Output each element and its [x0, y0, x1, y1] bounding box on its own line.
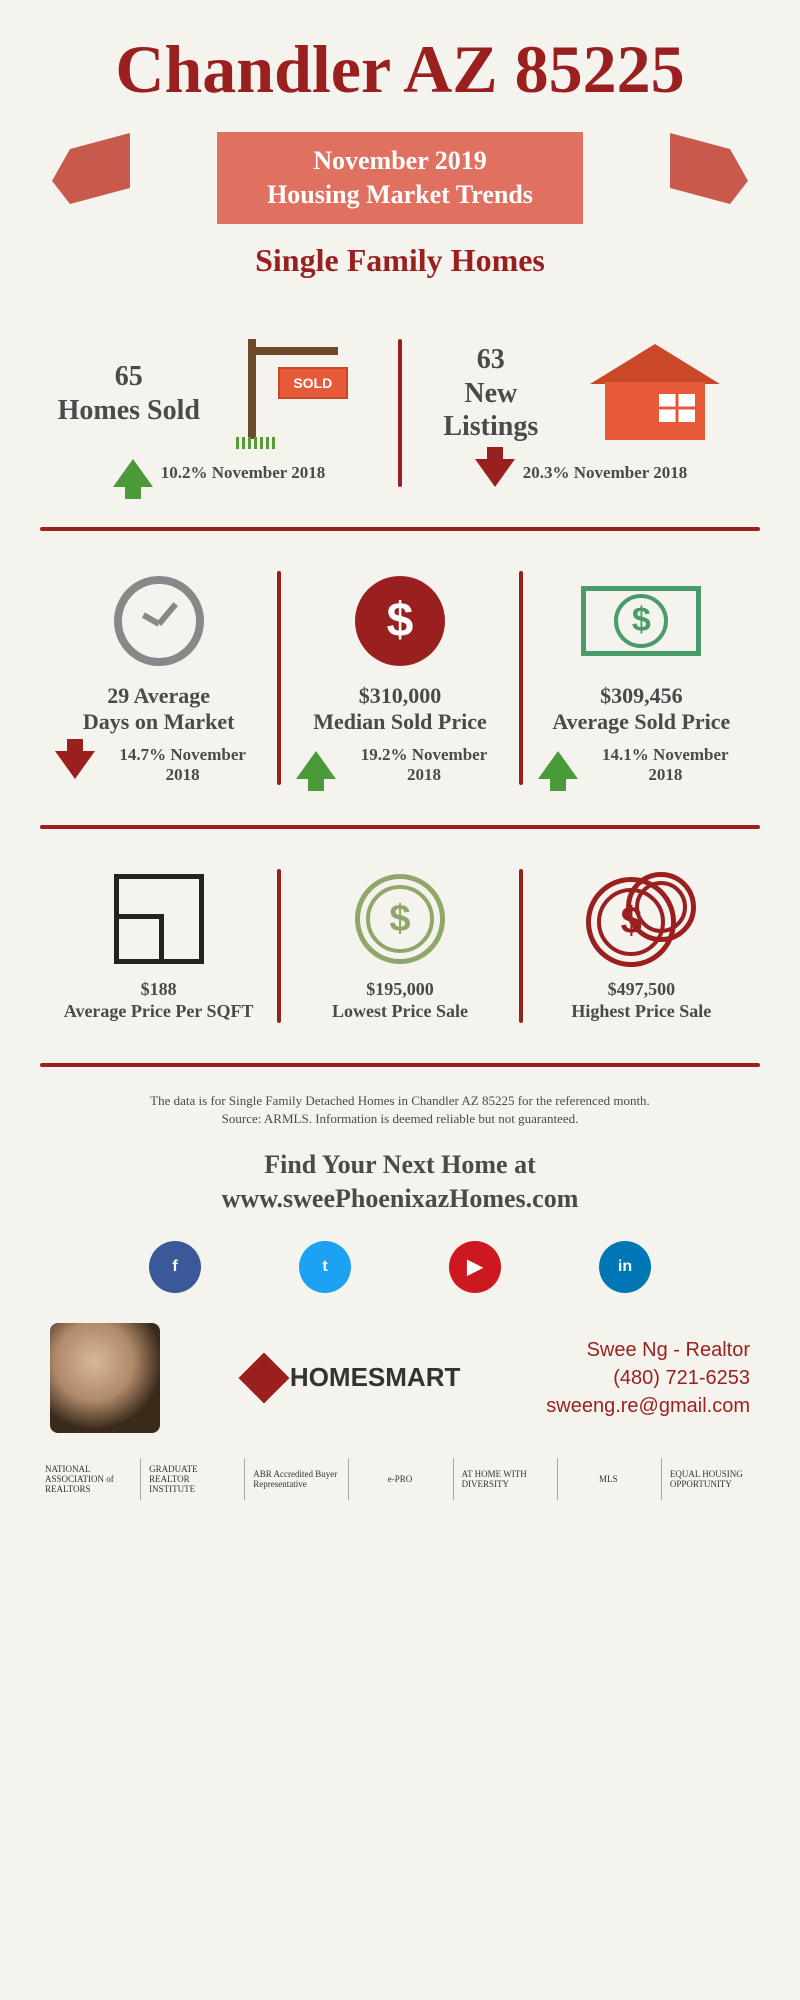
cert-epro: e-PRO: [348, 1458, 442, 1500]
contact-email[interactable]: sweeng.re@gmail.com: [546, 1392, 750, 1420]
stats-row-3: $188 Average Price Per SQFT $ $195,000 L…: [40, 839, 760, 1052]
dom-trend: 14.7% November 2018: [55, 745, 262, 785]
homes-sold-value: 65: [55, 360, 203, 394]
realtor-photo: [50, 1323, 160, 1433]
contact-phone[interactable]: (480) 721-6253: [546, 1364, 750, 1392]
ribbon-line2: Housing Market Trends: [267, 178, 533, 212]
bill-icon: $: [581, 571, 701, 671]
coin-low-icon: $: [355, 869, 445, 969]
median-price-label: Median Sold Price: [313, 709, 487, 735]
contact-row: HOMESMART Swee Ng - Realtor (480) 721-62…: [40, 1323, 760, 1433]
coins-high-icon: $: [586, 869, 696, 969]
highest-sale-label: Highest Price Sale: [571, 1001, 711, 1023]
homes-sold-label: Homes Sold: [55, 394, 203, 428]
twitter-icon[interactable]: t: [299, 1241, 351, 1293]
lowest-sale-label: Lowest Price Sale: [332, 1001, 468, 1023]
arrow-down-icon: [475, 459, 515, 487]
page-title: Chandler AZ 85225: [40, 30, 760, 109]
house-icon: [565, 339, 745, 449]
subtitle: Single Family Homes: [40, 242, 760, 279]
ribbon-line1: November 2019: [267, 144, 533, 178]
youtube-icon[interactable]: ▶: [449, 1241, 501, 1293]
cert-gri: GRADUATE REALTOR INSTITUTE: [140, 1458, 234, 1500]
floorplan-icon: [114, 869, 204, 969]
new-listings-value: 63: [417, 343, 565, 377]
new-listings-trend: 20.3% November 2018: [417, 459, 745, 487]
median-price-value: $310,000: [313, 683, 487, 709]
homes-sold-trend: 10.2% November 2018: [55, 459, 383, 487]
certifications-row: NATIONAL ASSOCIATION of REALTORS GRADUAT…: [40, 1458, 760, 1500]
ppsqft-label: Average Price Per SQFT: [64, 1001, 254, 1023]
arrow-up-icon: [113, 459, 153, 487]
stats-row-2: 29 Average Days on Market 14.7% November…: [40, 541, 760, 816]
dollar-circle-icon: $: [355, 571, 445, 671]
new-listings-label: New Listings: [417, 377, 565, 444]
sold-sign-icon: SOLD: [203, 339, 383, 449]
cta: Find Your Next Home at www.sweePhoenixaz…: [40, 1148, 760, 1216]
stats-row-1: 65 Homes Sold SOLD 10.2% November 2018 6…: [40, 309, 760, 517]
cert-diversity: AT HOME WITH DIVERSITY: [453, 1458, 547, 1500]
brand-logo: HOMESMART: [246, 1360, 460, 1396]
social-row: f t ▶ in: [40, 1241, 760, 1293]
ppsqft-value: $188: [64, 979, 254, 1001]
facebook-icon[interactable]: f: [149, 1241, 201, 1293]
arrow-up-icon: [296, 751, 336, 779]
cert-abr: ABR Accredited Buyer Representative: [244, 1458, 338, 1500]
avg-price-trend: 14.1% November 2018: [538, 745, 745, 785]
cert-nar: NATIONAL ASSOCIATION of REALTORS: [45, 1458, 130, 1500]
ribbon-banner: November 2019 Housing Market Trends: [40, 129, 760, 227]
arrow-down-icon: [55, 751, 95, 779]
linkedin-icon[interactable]: in: [599, 1241, 651, 1293]
lowest-sale-value: $195,000: [332, 979, 468, 1001]
cert-mls: MLS: [557, 1458, 651, 1500]
contact-name: Swee Ng - Realtor: [546, 1336, 750, 1364]
avg-price-label: Average Sold Price: [552, 709, 730, 735]
arrow-up-icon: [538, 751, 578, 779]
clock-icon: [114, 571, 204, 671]
median-price-trend: 19.2% November 2018: [296, 745, 503, 785]
dom-label: Days on Market: [83, 709, 235, 735]
disclaimer: The data is for Single Family Detached H…: [40, 1092, 760, 1128]
cert-eho: EQUAL HOUSING OPPORTUNITY: [661, 1458, 755, 1500]
dom-value: 29 Average: [83, 683, 235, 709]
avg-price-value: $309,456: [552, 683, 730, 709]
highest-sale-value: $497,500: [571, 979, 711, 1001]
